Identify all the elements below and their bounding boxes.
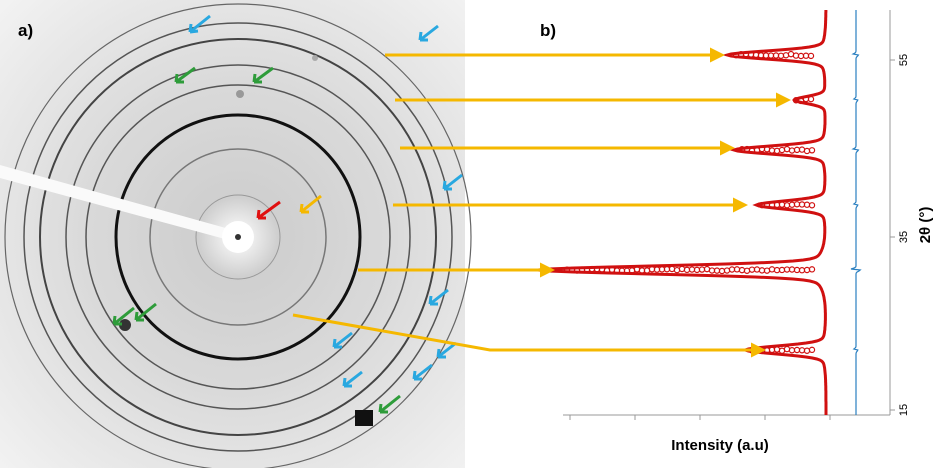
profile-point [744, 268, 749, 273]
profile-point [784, 147, 789, 152]
profile-point [724, 268, 729, 273]
profile-point [769, 267, 774, 272]
profile-point [784, 346, 789, 351]
profile-point [809, 148, 814, 153]
y-tick-label: 35 [898, 231, 910, 243]
y-tick-label: 55 [898, 54, 910, 66]
profile-point [788, 52, 793, 57]
profile-point [789, 202, 794, 207]
profile-point [789, 148, 794, 153]
profile-point [784, 203, 789, 208]
profile-point [809, 203, 814, 208]
profile-point [793, 53, 798, 58]
profile-point [783, 53, 788, 58]
profile-point [774, 347, 779, 352]
panel-label: a) [18, 21, 33, 40]
profile-point [809, 347, 814, 352]
profile-point [739, 268, 744, 273]
profile-point [779, 147, 784, 152]
profile-point [769, 347, 774, 352]
diffraction-profile [538, 10, 860, 415]
x-axis-label: Intensity (a.u) [671, 437, 769, 454]
difference-profile [851, 10, 860, 415]
panel-label: b) [540, 21, 556, 40]
profile-point [804, 348, 809, 353]
y-axis-label: 2θ (°) [917, 207, 934, 244]
profile-point [679, 266, 684, 271]
profile-point [674, 268, 679, 273]
profile-point [809, 267, 814, 272]
axes [563, 10, 895, 420]
y-tick-label: 15 [898, 404, 910, 416]
profile-point [704, 267, 709, 272]
diffraction-image [0, 0, 471, 468]
observed-profile [538, 10, 826, 415]
profile-point [804, 148, 809, 153]
